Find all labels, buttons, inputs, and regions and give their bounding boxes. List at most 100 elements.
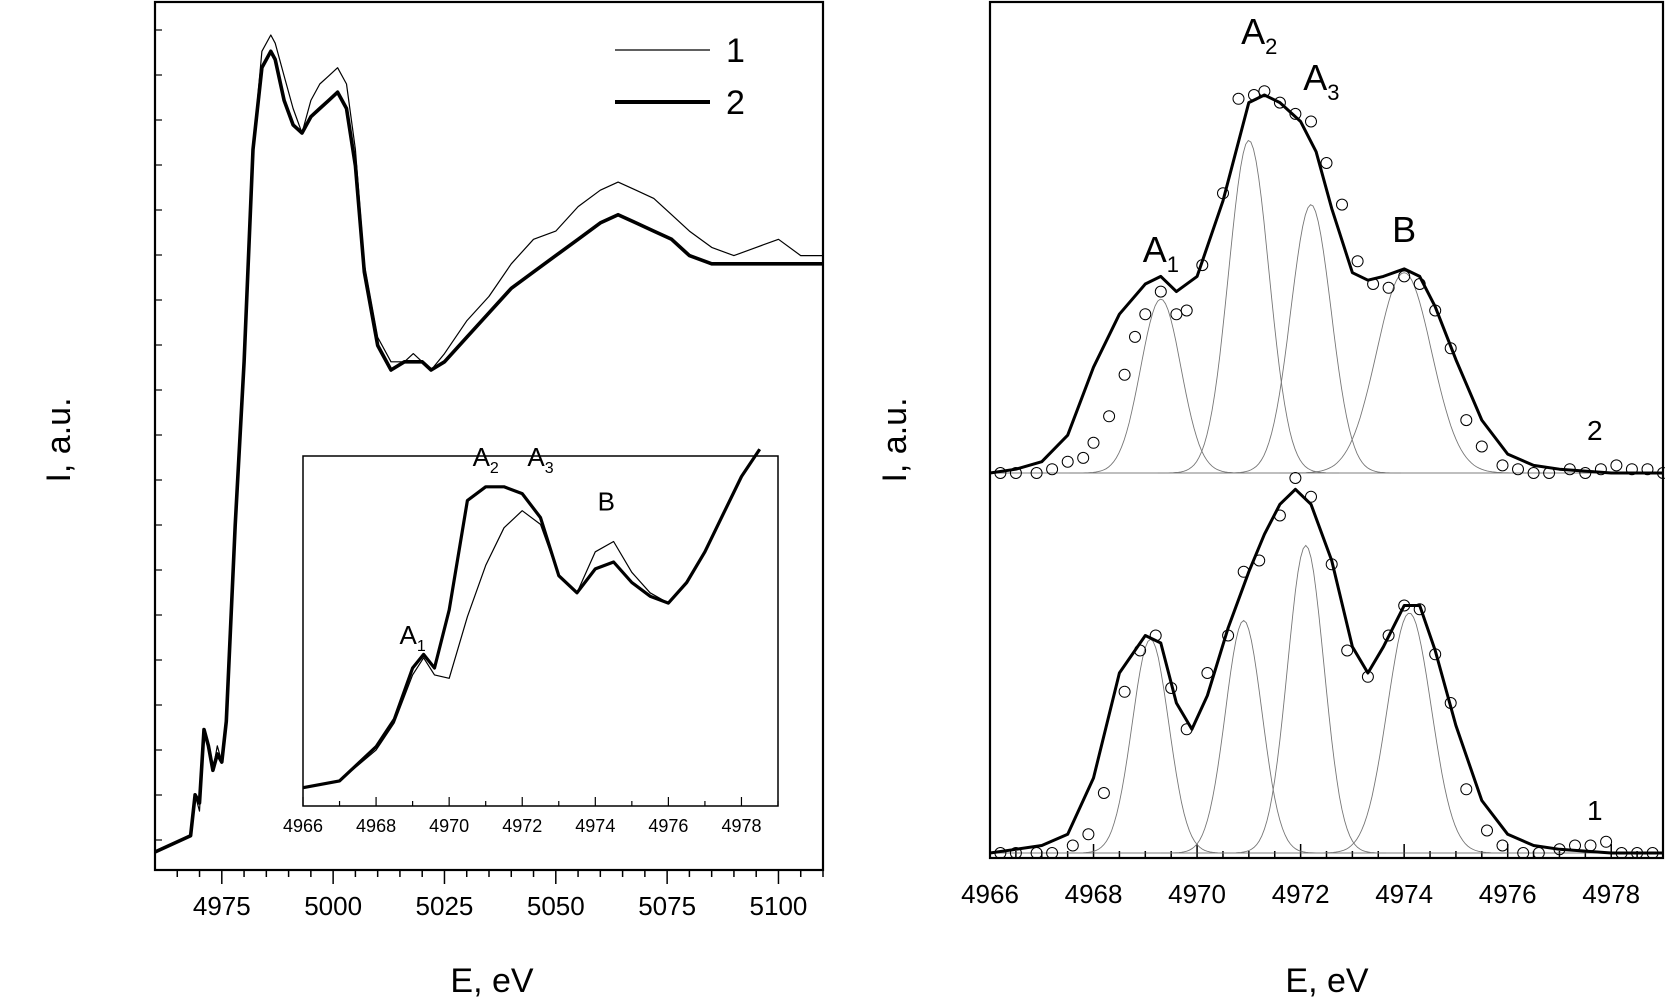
data-point bbox=[1030, 847, 1043, 859]
fit-sum-1 bbox=[989, 487, 1663, 855]
left-x-axis-label: E, eV bbox=[450, 962, 533, 1000]
data-point bbox=[1273, 96, 1286, 109]
data-point bbox=[1398, 599, 1411, 612]
data-point bbox=[1496, 459, 1509, 472]
data-point bbox=[1154, 285, 1167, 298]
data-point bbox=[1118, 685, 1131, 698]
left-x-tick-label: 5075 bbox=[638, 891, 696, 921]
inset-series bbox=[302, 448, 762, 790]
data-point bbox=[1517, 847, 1530, 859]
data-point bbox=[1584, 839, 1597, 852]
data-point bbox=[1289, 472, 1302, 484]
inset-annotation-A3: A3 bbox=[527, 442, 553, 477]
data-point bbox=[1336, 198, 1348, 211]
component-2-4 bbox=[1279, 272, 1526, 474]
inset-x-tick-label: 4976 bbox=[648, 816, 688, 836]
legend-label-1: 1 bbox=[726, 32, 745, 70]
data-point bbox=[1009, 847, 1022, 859]
data-point bbox=[1444, 342, 1457, 355]
peak-label-A2: A2 bbox=[1241, 11, 1277, 59]
data-point bbox=[994, 847, 1007, 859]
left-y-axis-label: I, a.u. bbox=[40, 397, 78, 482]
component-1-3 bbox=[1223, 544, 1386, 854]
data-point bbox=[1289, 107, 1302, 120]
data-point bbox=[1496, 839, 1509, 852]
data-point bbox=[1066, 839, 1079, 852]
data-point bbox=[1413, 603, 1426, 616]
data-point bbox=[1475, 440, 1488, 453]
data-point bbox=[1325, 558, 1338, 571]
data-point bbox=[1077, 451, 1090, 464]
data-point bbox=[1273, 509, 1286, 522]
data-point bbox=[1646, 847, 1659, 859]
data-point bbox=[1258, 85, 1271, 98]
left-series-2 bbox=[154, 49, 823, 854]
inset-x-tick-label: 4966 bbox=[283, 816, 323, 836]
data-point bbox=[1631, 847, 1644, 859]
left-x-tick-label: 5000 bbox=[304, 891, 362, 921]
data-point bbox=[1460, 783, 1473, 796]
component-1-1 bbox=[1067, 638, 1231, 854]
data-point bbox=[1305, 490, 1317, 503]
component-2-3 bbox=[1219, 204, 1401, 474]
data-point bbox=[1046, 463, 1059, 476]
right-x-axis-label: E, eV bbox=[1285, 962, 1368, 1000]
legend: 1 2 bbox=[615, 32, 745, 122]
right-x-tick-label: 4972 bbox=[1272, 879, 1330, 909]
inset-annotation-B: B bbox=[598, 486, 615, 516]
data-point bbox=[1429, 648, 1442, 661]
data-point bbox=[1615, 847, 1628, 859]
peak-label-B: B bbox=[1392, 209, 1416, 250]
data-point bbox=[1382, 281, 1395, 294]
data-point bbox=[1139, 308, 1152, 321]
peak-label-A3: A3 bbox=[1303, 57, 1339, 105]
left-y-ticks bbox=[155, 29, 162, 841]
data-point bbox=[1087, 436, 1100, 449]
data-point bbox=[1305, 115, 1317, 128]
data-point bbox=[1118, 368, 1131, 381]
data-point bbox=[1046, 847, 1059, 859]
data-point bbox=[1351, 255, 1364, 268]
data-point bbox=[1222, 629, 1235, 642]
data-point bbox=[1165, 682, 1178, 694]
left-x-tick-label: 5100 bbox=[750, 891, 808, 921]
data-point bbox=[1532, 847, 1545, 859]
inset-x-tick-label: 4968 bbox=[356, 816, 396, 836]
data-point bbox=[1625, 463, 1638, 476]
data-point bbox=[1134, 644, 1147, 657]
data-point bbox=[1527, 467, 1540, 479]
right-x-ticks: 4966 4968 4970 4972 4974 4976 4978 bbox=[961, 844, 1664, 909]
data-point bbox=[1444, 697, 1457, 709]
right-y-axis-label: I, a.u. bbox=[876, 397, 914, 482]
inset-frame bbox=[302, 455, 779, 807]
data-point bbox=[1341, 644, 1354, 657]
inset-chart: 4966 4968 4970 4972 4974 4976 4978 A1 A2 A3 B bbox=[283, 442, 779, 836]
data-point bbox=[1320, 157, 1333, 169]
data-point bbox=[1082, 828, 1095, 841]
data-point bbox=[1563, 463, 1576, 476]
data-point bbox=[994, 467, 1007, 479]
right-plot-frame bbox=[988, 0, 1665, 860]
data-point bbox=[1030, 467, 1043, 479]
data-point bbox=[1657, 467, 1665, 479]
left-chart: 4975 5000 5025 5050 5075 5100 I, a.u. E, eV 1… bbox=[40, 0, 825, 1000]
left-x-tick-label: 5050 bbox=[527, 891, 585, 921]
left-series bbox=[154, 34, 823, 854]
data-point bbox=[1594, 463, 1607, 476]
data-point bbox=[1641, 463, 1654, 476]
data-point bbox=[1600, 835, 1613, 848]
data-point bbox=[1009, 467, 1022, 479]
right-x-tick-label: 4966 bbox=[961, 879, 1019, 909]
data-point bbox=[1481, 824, 1493, 837]
component-1-4 bbox=[1309, 612, 1507, 854]
data-point bbox=[1413, 278, 1426, 290]
inset-annotation-A1: A1 bbox=[399, 620, 425, 655]
component-1-2 bbox=[1160, 619, 1324, 854]
legend-label-2: 2 bbox=[726, 84, 745, 122]
peak-label-A1: A1 bbox=[1143, 229, 1179, 277]
inset-annotation-A2: A2 bbox=[473, 442, 499, 477]
data-point bbox=[1398, 270, 1411, 283]
data-point bbox=[1553, 843, 1566, 856]
left-x-tick-label: 4975 bbox=[193, 891, 251, 921]
